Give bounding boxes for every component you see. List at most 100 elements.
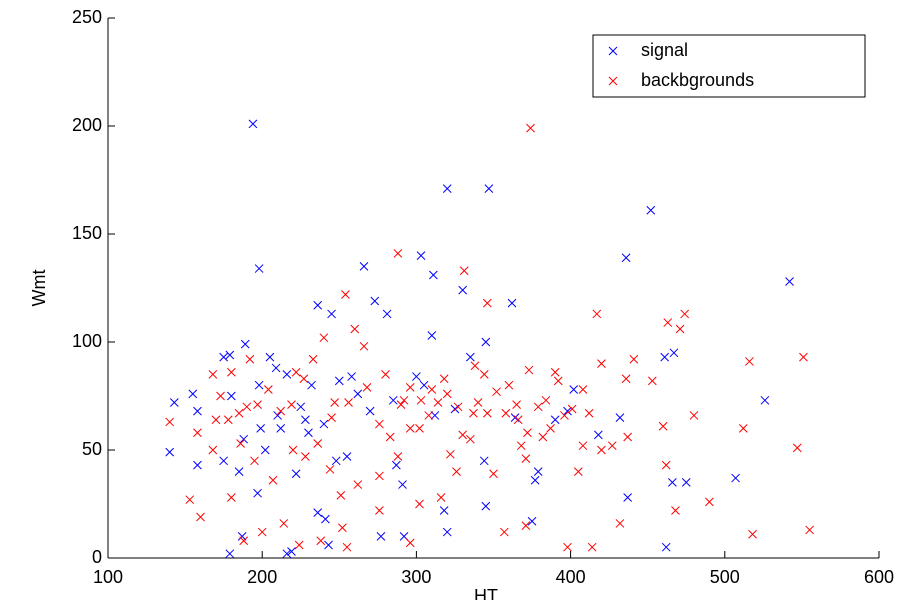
point xyxy=(660,352,670,362)
y-tick-label: 250 xyxy=(72,7,102,27)
x-tick-label: 500 xyxy=(710,567,740,587)
legend-label: backbgrounds xyxy=(641,70,754,90)
point xyxy=(573,467,583,476)
point xyxy=(482,408,492,418)
point xyxy=(530,475,540,485)
point xyxy=(341,290,350,299)
point xyxy=(234,467,244,476)
point xyxy=(415,499,424,509)
point xyxy=(376,532,386,541)
point xyxy=(578,441,588,451)
point xyxy=(253,400,262,409)
point xyxy=(225,549,235,559)
point xyxy=(313,508,323,517)
point xyxy=(442,527,452,537)
point xyxy=(260,445,270,455)
point xyxy=(675,324,685,334)
point xyxy=(279,519,289,528)
point xyxy=(550,415,560,425)
point xyxy=(353,389,363,399)
point xyxy=(392,460,401,470)
point xyxy=(188,389,198,399)
point xyxy=(227,391,236,401)
point xyxy=(223,415,233,425)
x-tick-label: 600 xyxy=(864,567,894,587)
point xyxy=(481,501,491,511)
point xyxy=(291,367,301,377)
point xyxy=(288,445,298,455)
point xyxy=(169,398,179,407)
point xyxy=(473,398,483,407)
point xyxy=(459,266,469,276)
point xyxy=(242,402,252,412)
x-axis-label: HT xyxy=(474,586,498,600)
point xyxy=(661,460,671,470)
legend-box xyxy=(592,34,866,98)
point xyxy=(615,413,625,422)
point xyxy=(245,354,255,364)
point xyxy=(669,348,679,358)
point xyxy=(273,411,282,420)
x-tick-label: 100 xyxy=(93,567,123,587)
point xyxy=(567,404,577,414)
point xyxy=(342,452,352,461)
point xyxy=(299,374,309,384)
point xyxy=(282,549,292,559)
point xyxy=(458,285,468,295)
point xyxy=(597,445,606,455)
point xyxy=(469,408,478,418)
point xyxy=(301,415,310,425)
point xyxy=(541,395,551,405)
point xyxy=(681,478,691,487)
point xyxy=(499,527,509,537)
point xyxy=(442,389,452,399)
point xyxy=(412,372,421,381)
point xyxy=(738,424,748,433)
point xyxy=(313,300,323,310)
point xyxy=(705,497,714,507)
point xyxy=(254,264,264,273)
point xyxy=(507,298,517,308)
point xyxy=(416,395,426,405)
point xyxy=(523,428,532,438)
point xyxy=(405,538,415,548)
point xyxy=(211,415,221,425)
point xyxy=(623,432,633,442)
point xyxy=(382,309,392,319)
point xyxy=(385,432,395,442)
point xyxy=(344,398,353,407)
point xyxy=(347,372,356,381)
point xyxy=(550,367,560,377)
point xyxy=(458,430,468,440)
point xyxy=(359,341,369,351)
point xyxy=(321,514,330,524)
point xyxy=(663,318,673,327)
point xyxy=(526,123,535,133)
point xyxy=(185,495,195,505)
point xyxy=(597,359,606,368)
point xyxy=(219,352,229,362)
point xyxy=(453,402,463,412)
y-axis-label: Wmt xyxy=(29,270,49,307)
point xyxy=(792,443,802,453)
point xyxy=(196,512,205,522)
point xyxy=(276,424,286,433)
point xyxy=(165,417,175,427)
point xyxy=(563,542,572,552)
point xyxy=(489,469,498,479)
point xyxy=(253,488,262,498)
point xyxy=(287,547,296,556)
point xyxy=(359,262,369,271)
point xyxy=(584,408,594,418)
point xyxy=(533,402,543,412)
point xyxy=(193,460,202,470)
point xyxy=(325,465,335,474)
point xyxy=(661,542,671,552)
point xyxy=(512,400,521,409)
y-tick-label: 100 xyxy=(72,331,102,351)
point xyxy=(760,395,770,405)
point xyxy=(350,324,360,334)
point xyxy=(429,270,438,280)
point xyxy=(353,480,363,489)
